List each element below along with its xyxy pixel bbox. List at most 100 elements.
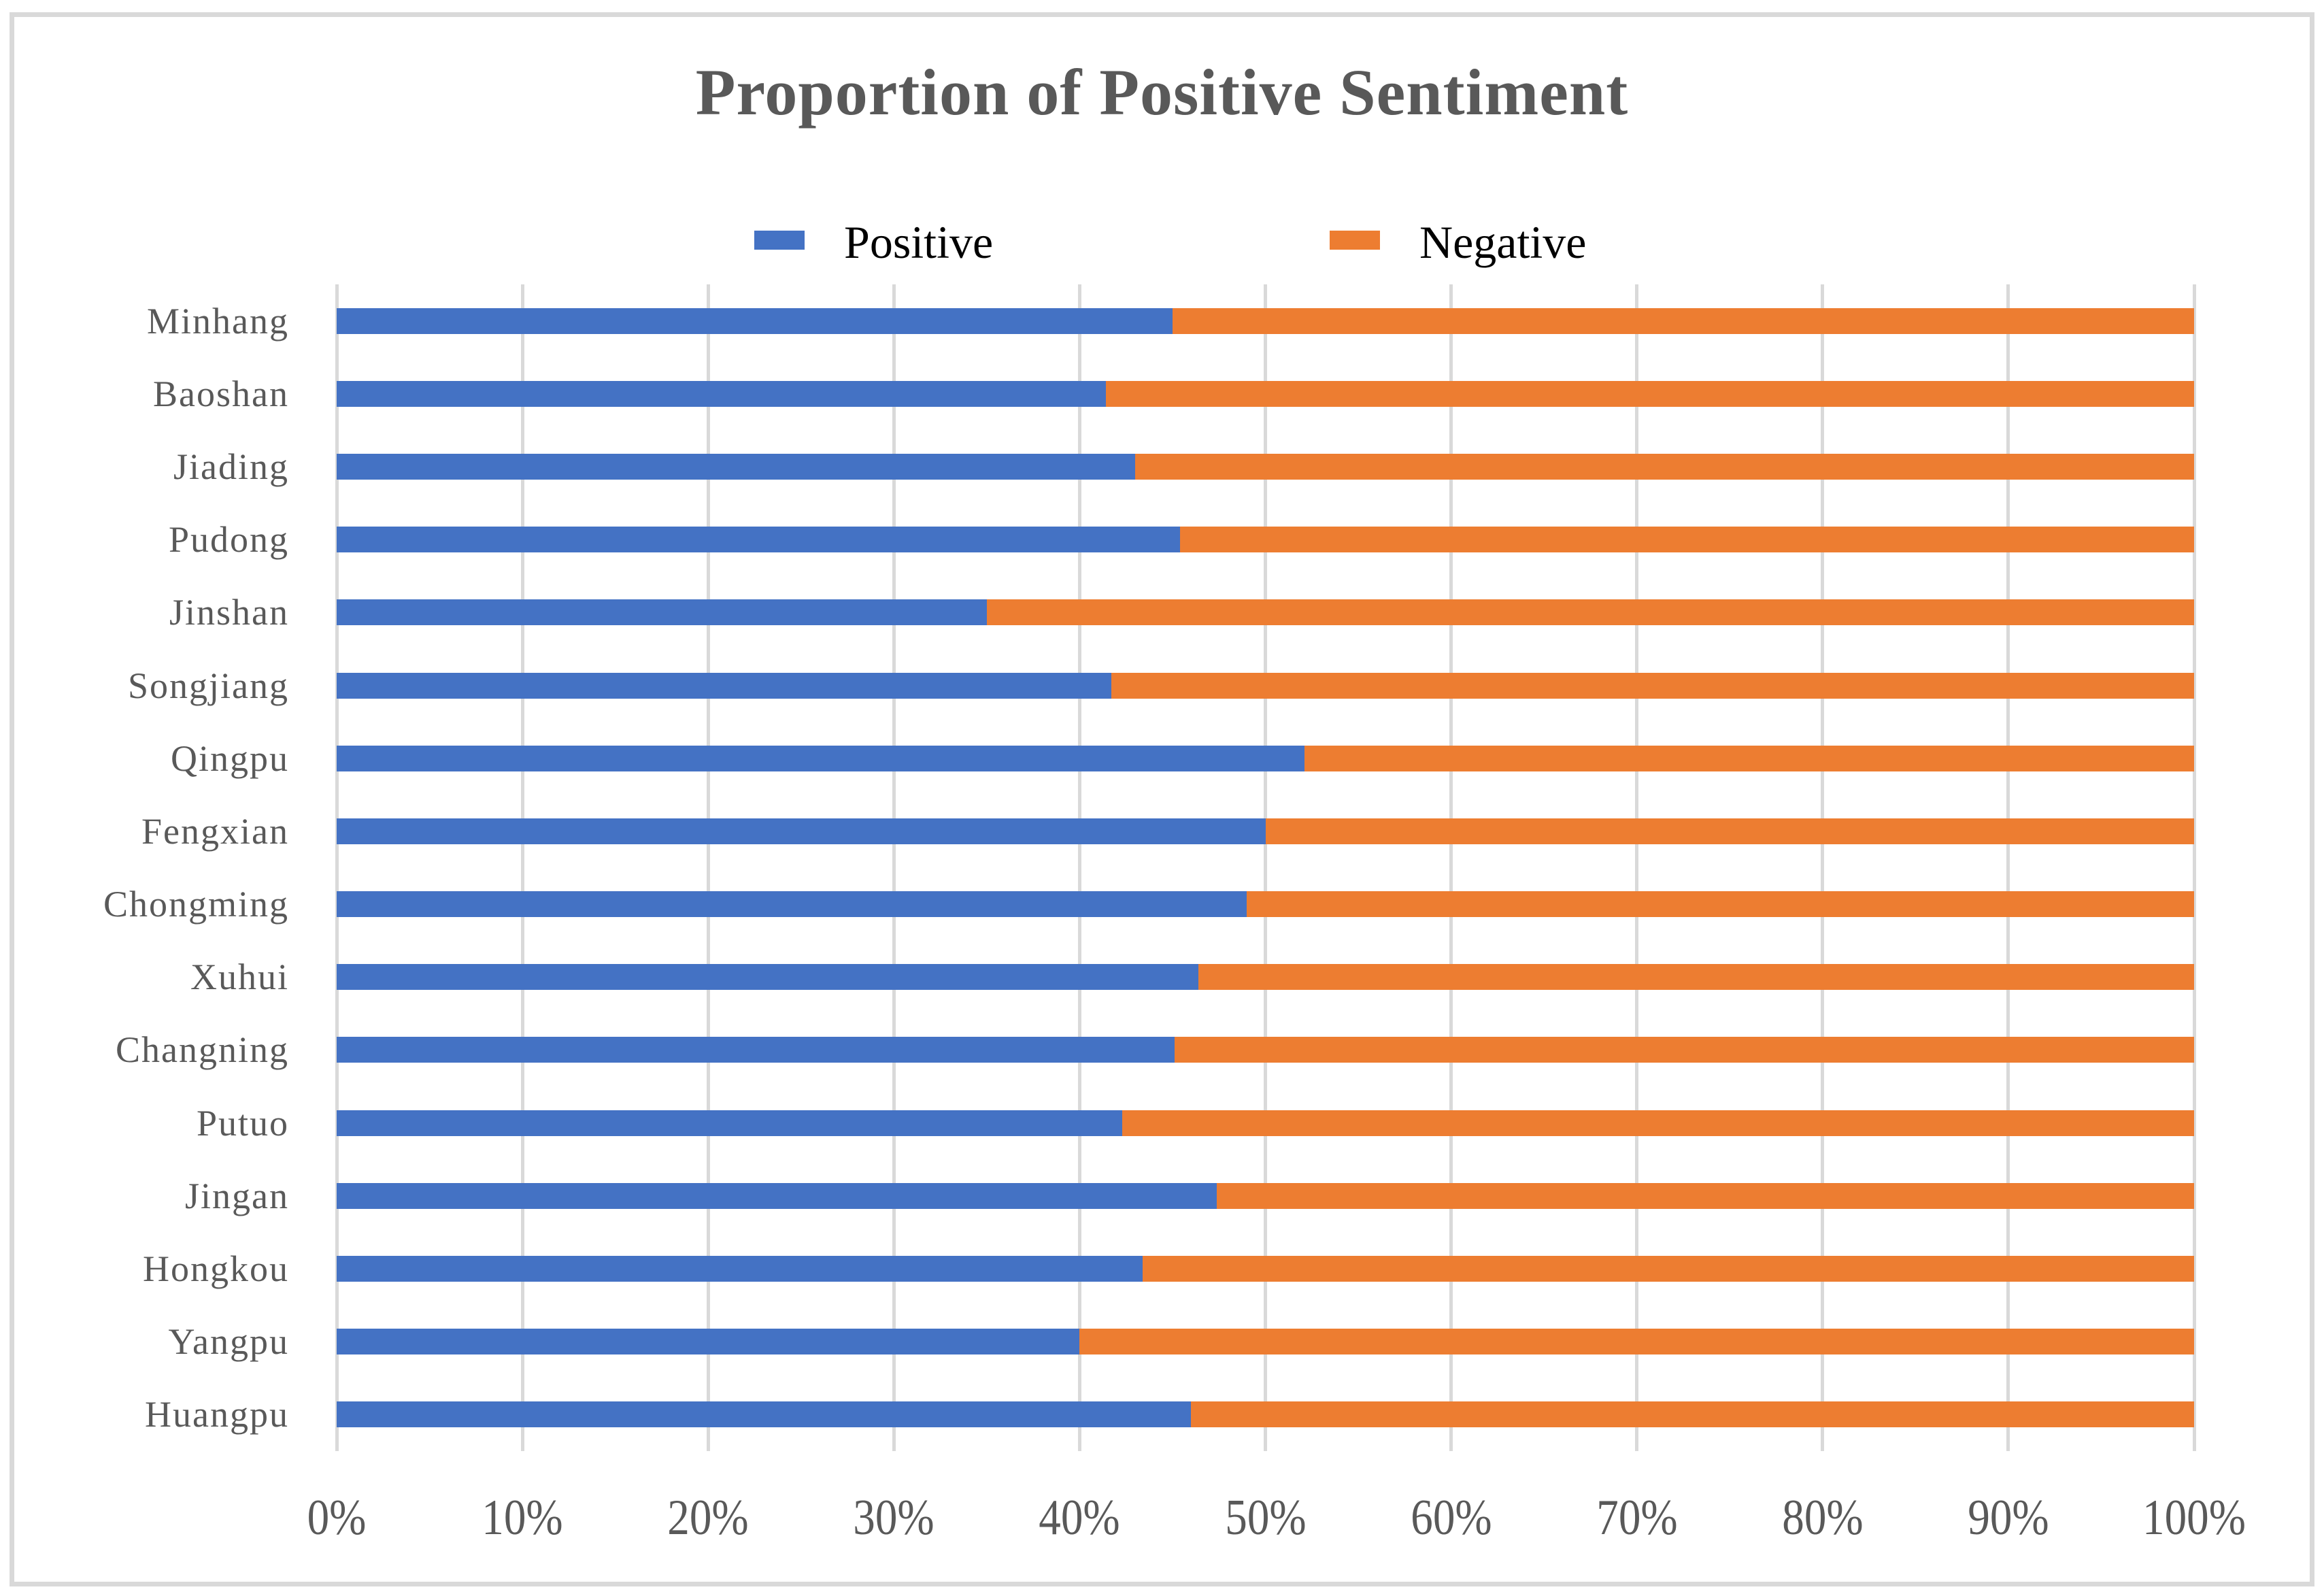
legend-label-negative: Negative [1419, 216, 1587, 268]
bar-segment-positive-changning [337, 1037, 1175, 1063]
legend-item-positive: Positive [754, 216, 994, 268]
bar-segment-negative-jiading [1135, 453, 2194, 480]
bar-row-pudong [337, 503, 2194, 576]
bar-track [337, 380, 2194, 407]
bar-row-putuo [337, 1086, 2194, 1159]
x-axis-label-20%: 20% [667, 1490, 749, 1546]
plot-area [335, 284, 2196, 1451]
gridline-70% [1635, 284, 1639, 1451]
x-axis-label-0%: 0% [307, 1490, 367, 1546]
y-axis-label-jinshan: Jinshan [169, 592, 289, 633]
bar-segment-positive-qingpu [337, 745, 1304, 771]
bar-row-huangpu [337, 1378, 2194, 1451]
bar-segment-negative-yangpu [1079, 1329, 2194, 1355]
bar-segment-positive-jinshan [337, 599, 987, 626]
bar-segment-positive-yangpu [337, 1329, 1080, 1355]
legend-swatch-positive-icon [754, 231, 805, 250]
bar-segment-negative-pudong [1179, 527, 2194, 553]
x-axis-label-90%: 90% [1968, 1490, 2049, 1546]
x-axis-label-80%: 80% [1782, 1490, 1864, 1546]
bar-track [337, 307, 2194, 334]
bar-row-chongming [337, 868, 2194, 941]
bar-segment-negative-hongkou [1143, 1256, 2194, 1282]
gridline-50% [1264, 284, 1267, 1451]
bar-segment-positive-pudong [337, 527, 1180, 553]
bar-segment-positive-putuo [337, 1110, 1123, 1136]
gridline-20% [706, 284, 710, 1451]
bar-segment-negative-jingan [1217, 1182, 2194, 1209]
y-axis-label-songjiang: Songjiang [127, 665, 289, 706]
bar-segment-positive-xuhui [337, 964, 1199, 991]
bar-row-qingpu [337, 722, 2194, 795]
bar-track [337, 818, 2194, 844]
x-axis-tick-labels: 0% 10% 20% 30% 40% 50% 60% 70% 80% 90% 100% [307, 1490, 2246, 1554]
chart-outer-border [10, 12, 2314, 1586]
bar-segment-negative-xuhui [1198, 964, 2194, 991]
x-axis-label-50%: 50% [1224, 1490, 1307, 1546]
bar-track [337, 672, 2194, 699]
x-axis-label-40%: 40% [1039, 1490, 1121, 1546]
legend-label-positive: Positive [844, 216, 994, 268]
bar-segment-negative-minhang [1172, 307, 2194, 334]
bar-segment-positive-minhang [337, 307, 1173, 334]
y-axis-label-jingan: Jingan [185, 1175, 289, 1216]
bar-track [337, 745, 2194, 771]
gridline-40% [1077, 284, 1081, 1451]
bar-row-jiading [337, 430, 2194, 503]
y-axis-label-fengxian: Fengxian [141, 810, 289, 852]
bar-segment-positive-songjiang [337, 672, 1111, 699]
bar-row-minhang [337, 284, 2194, 357]
bar-track [337, 1256, 2194, 1282]
y-axis-label-chongming: Chongming [103, 884, 289, 925]
legend-item-negative: Negative [1330, 216, 1587, 268]
bar-track [337, 527, 2194, 553]
y-axis-label-xuhui: Xuhui [190, 957, 289, 998]
gridlines-layer [335, 284, 2196, 1451]
gridline-10% [520, 284, 524, 1451]
y-axis-label-pudong: Pudong [168, 519, 289, 561]
bar-row-yangpu [337, 1306, 2194, 1378]
x-axis-label-70%: 70% [1596, 1490, 1678, 1546]
y-axis-label-putuo: Putuo [196, 1102, 289, 1144]
bar-segment-negative-qingpu [1304, 745, 2194, 771]
x-axis-label-30%: 30% [853, 1490, 934, 1546]
y-axis-label-minhang: Minhang [147, 300, 289, 342]
gridline-60% [1449, 284, 1453, 1451]
y-axis-label-qingpu: Qingpu [171, 737, 289, 779]
bar-row-fengxian [337, 795, 2194, 867]
bar-segment-negative-chongming [1247, 891, 2194, 918]
bar-segment-positive-hongkou [337, 1256, 1143, 1282]
bar-track [337, 453, 2194, 480]
gridline-80% [1821, 284, 1825, 1451]
bar-track [337, 599, 2194, 626]
bar-row-jingan [337, 1159, 2194, 1232]
bar-row-changning [337, 1014, 2194, 1086]
y-axis-category-labels: Minhang Baoshan Jiading Pudong Jinshan Songji… [0, 284, 289, 1451]
y-axis-label-huangpu: Huangpu [145, 1394, 289, 1435]
bar-segment-positive-baoshan [337, 380, 1106, 407]
bar-segment-positive-fengxian [337, 818, 1266, 844]
x-axis-label-60%: 60% [1410, 1490, 1492, 1546]
gridline-0% [335, 284, 339, 1451]
gridline-100% [2192, 284, 2196, 1451]
bar-segment-positive-chongming [337, 891, 1247, 918]
bar-row-xuhui [337, 941, 2194, 1014]
bar-segment-negative-fengxian [1265, 818, 2194, 844]
bar-segment-negative-songjiang [1111, 672, 2194, 699]
y-axis-label-changning: Changning [116, 1029, 289, 1071]
legend-swatch-negative-icon [1330, 231, 1380, 250]
bar-track [337, 1110, 2194, 1136]
bar-segment-positive-huangpu [337, 1401, 1192, 1428]
bar-track [337, 1329, 2194, 1355]
bar-row-baoshan [337, 357, 2194, 430]
bar-track [337, 1401, 2194, 1428]
bar-segment-negative-huangpu [1191, 1401, 2194, 1428]
bar-row-hongkou [337, 1232, 2194, 1305]
bar-segment-positive-jingan [337, 1182, 1217, 1209]
bar-track [337, 1182, 2194, 1209]
bar-track [337, 964, 2194, 991]
bar-segment-positive-jiading [337, 453, 1136, 480]
y-axis-label-jiading: Jiading [173, 446, 289, 487]
bar-segment-negative-changning [1174, 1037, 2194, 1063]
